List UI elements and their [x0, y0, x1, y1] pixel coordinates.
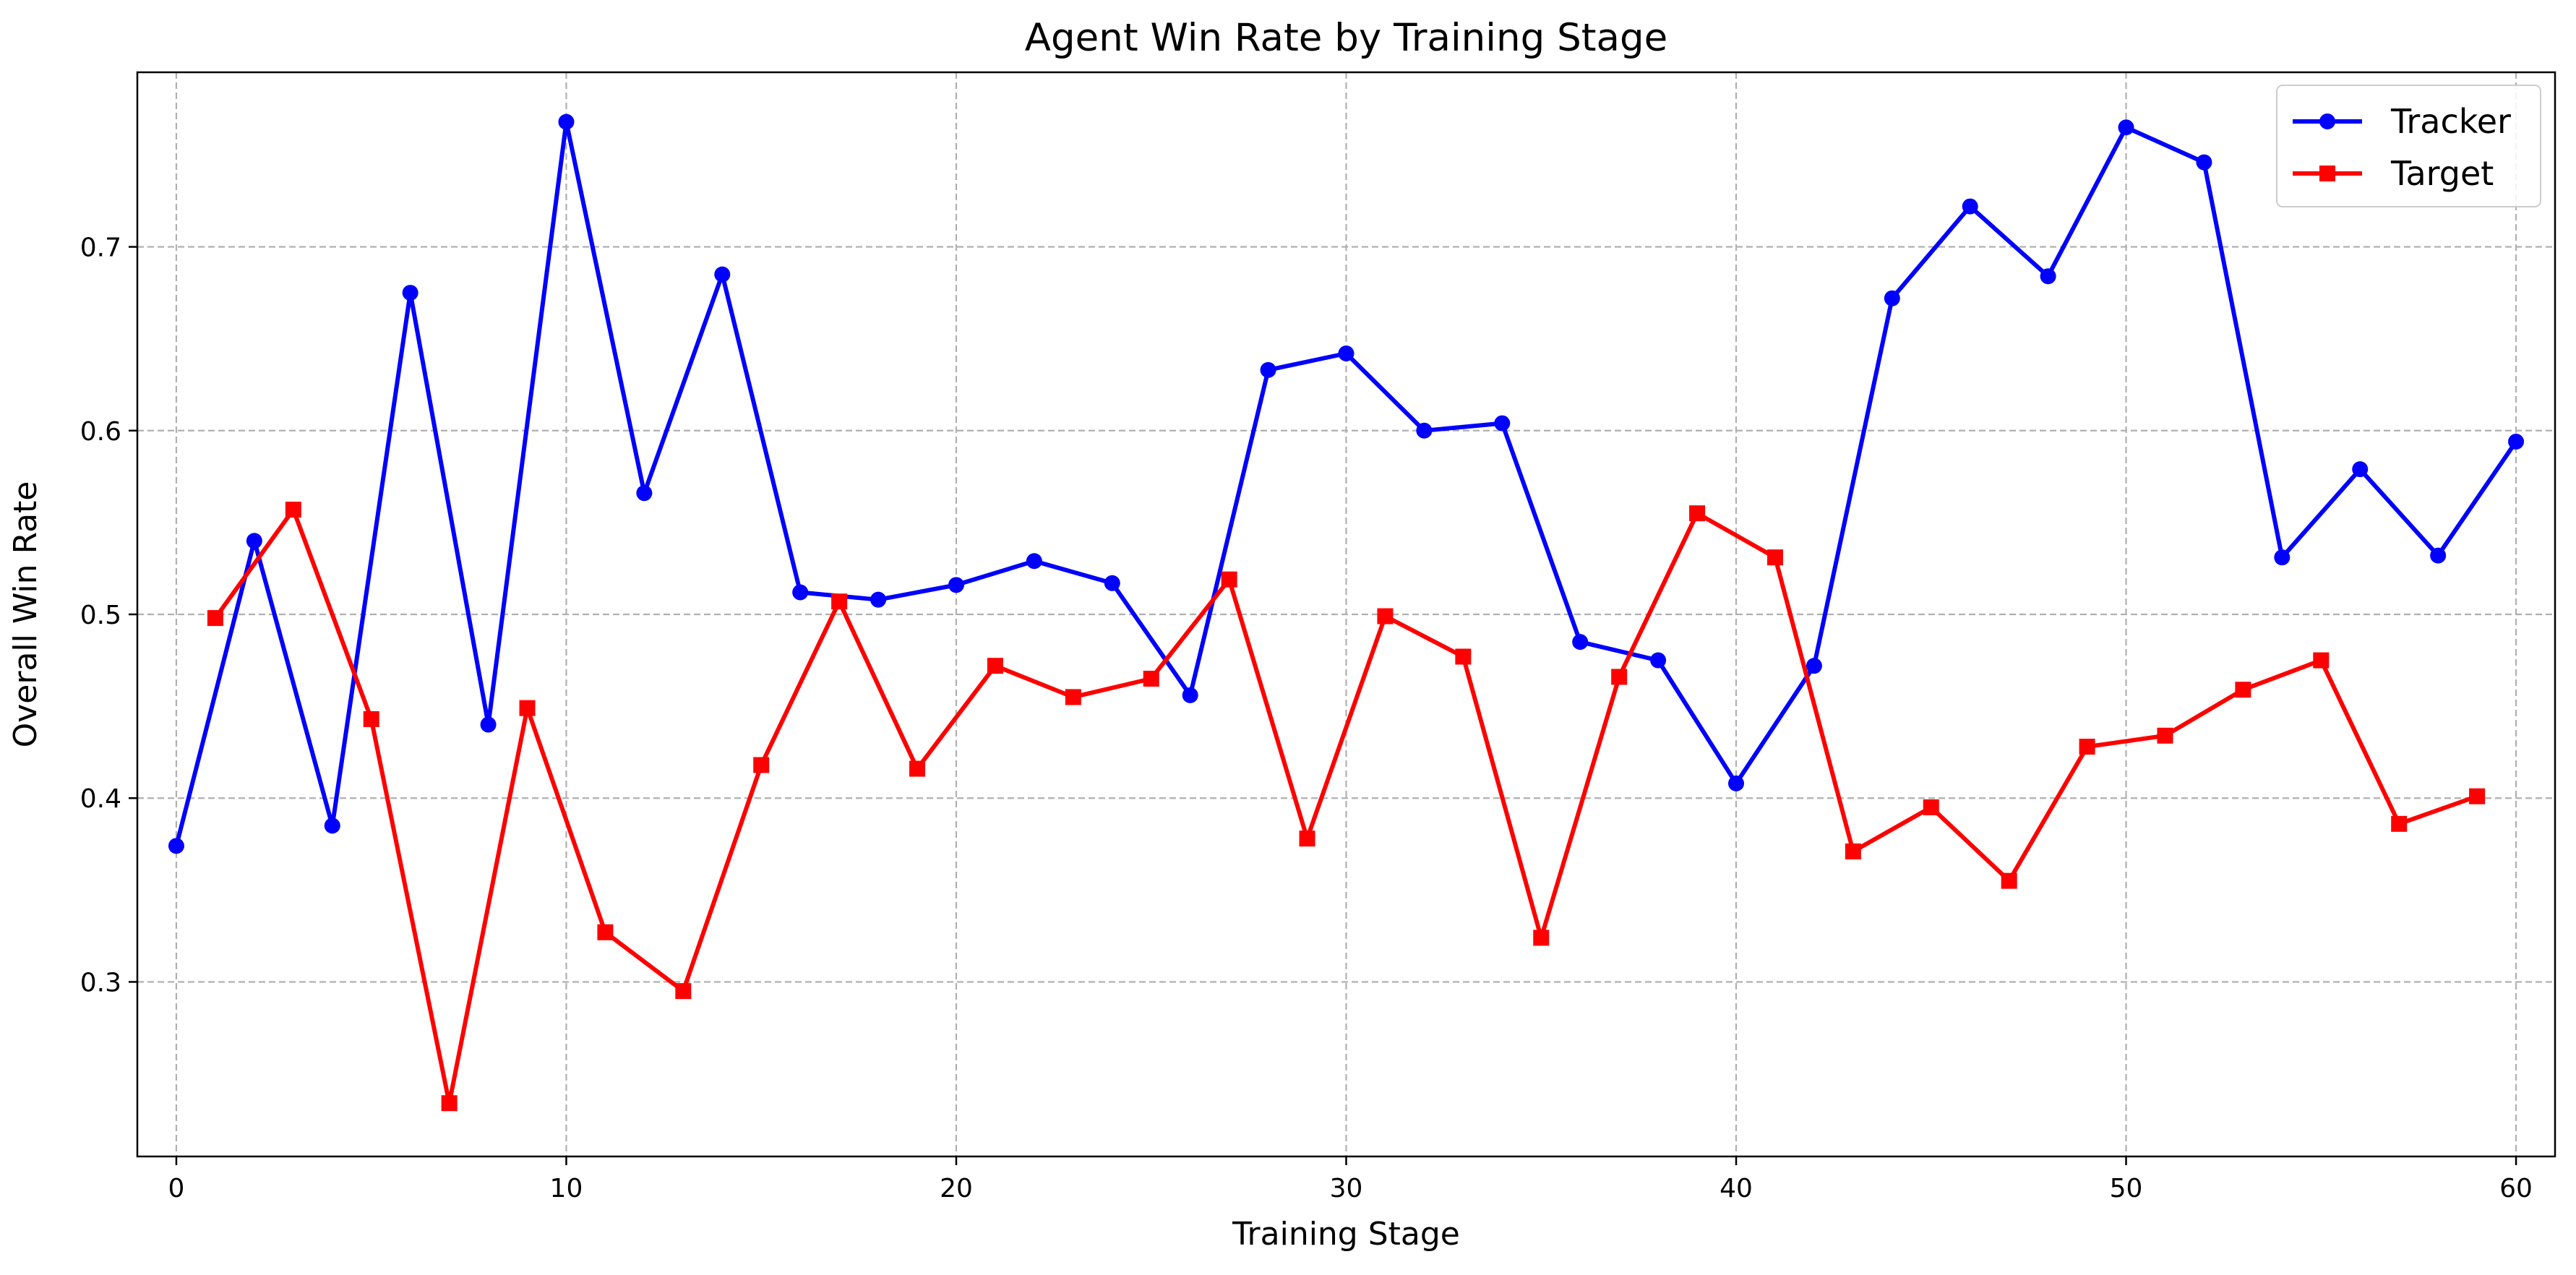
tracker-point — [2040, 268, 2056, 285]
tracker-point — [870, 591, 887, 608]
target-point — [831, 593, 848, 610]
x-tick-label: 50 — [2110, 1174, 2143, 1203]
target-point — [909, 760, 926, 777]
x-tick-label: 10 — [550, 1174, 583, 1203]
target-point — [1065, 689, 1081, 705]
tracker-point — [1104, 575, 1120, 591]
x-axis-label: Training Stage — [1232, 1216, 1460, 1253]
x-tick-label: 0 — [168, 1174, 184, 1203]
tracker-point — [168, 838, 184, 854]
tracker-point — [1650, 652, 1667, 669]
target-line — [212, 507, 2480, 1106]
tracker-point — [636, 485, 653, 502]
target-point — [285, 502, 301, 518]
tracker-point — [1572, 634, 1589, 651]
target-point — [2157, 727, 2173, 744]
x-tick-label: 20 — [940, 1174, 973, 1203]
tracker-point — [1728, 775, 1745, 791]
target-legend-marker — [2319, 166, 2335, 181]
tracker-point — [1338, 345, 1354, 361]
tracker-point — [246, 533, 262, 549]
target-point — [1766, 549, 1783, 566]
y-tick-label: 0.6 — [80, 417, 121, 447]
tracker-point — [1026, 553, 1042, 570]
tracker-series — [168, 113, 2525, 854]
target-point — [2391, 815, 2408, 832]
tracker-point — [1416, 422, 1433, 439]
tracker-point — [558, 113, 575, 130]
target-point — [519, 700, 536, 716]
target-point — [1845, 843, 1861, 859]
tracker-point — [324, 817, 340, 834]
x-tick-label: 40 — [1720, 1174, 1753, 1203]
tracker-point — [2118, 119, 2134, 136]
y-tick-label: 0.4 — [80, 784, 121, 814]
target-point — [1533, 930, 1550, 946]
target-point — [2469, 788, 2486, 804]
tracker-point — [2352, 461, 2369, 478]
target-point — [441, 1095, 458, 1112]
axis-ticks: 0 10 20 30 40 50 60 0.3 0.4 0.5 0.6 0.7 — [80, 233, 2533, 1203]
tracker-point — [2274, 549, 2291, 566]
tracker-point — [2430, 547, 2447, 564]
tracker-point — [402, 285, 418, 301]
y-axis-label: Overall Win Rate — [7, 481, 44, 748]
tracker-point — [1494, 415, 1511, 432]
target-point — [1689, 505, 1706, 522]
target-point — [753, 757, 770, 773]
y-tick-label: 0.3 — [80, 968, 121, 997]
target-point — [1377, 608, 1394, 624]
target-point — [1299, 830, 1315, 847]
target-point — [1455, 648, 1472, 665]
target-point — [597, 924, 614, 940]
target-point — [207, 610, 223, 627]
grid — [137, 72, 2555, 1156]
legend-box — [2276, 85, 2541, 207]
target-legend-label: Target — [2390, 154, 2494, 193]
y-tick-label: 0.5 — [80, 601, 121, 630]
series-group — [168, 113, 2525, 1112]
target-point — [1221, 571, 1237, 588]
tracker-point — [714, 266, 731, 283]
target-point — [2001, 872, 2017, 889]
tracker-point — [1806, 658, 1822, 674]
tracker-point — [2508, 434, 2525, 450]
tracker-point — [480, 716, 497, 733]
tracker-point — [1182, 687, 1198, 703]
tracker-point — [1884, 290, 1900, 306]
target-point — [2313, 652, 2330, 669]
target-point — [1611, 669, 1628, 685]
tracker-point — [792, 584, 809, 601]
tracker-legend-marker — [2319, 113, 2335, 129]
chart-title: Agent Win Rate by Training Stage — [1025, 16, 1667, 60]
target-point — [1923, 799, 1939, 815]
target-point — [363, 711, 379, 727]
target-point — [2079, 739, 2095, 755]
target-point — [987, 658, 1003, 674]
tracker-legend-label: Tracker — [2390, 102, 2511, 141]
target-point — [2235, 682, 2251, 698]
tracker-point — [1260, 361, 1276, 378]
target-point — [1143, 670, 1159, 687]
tracker-point — [2196, 154, 2212, 171]
target-series — [207, 502, 2486, 1112]
y-tick-label: 0.7 — [80, 233, 121, 263]
tracker-point — [948, 577, 964, 593]
tracker-point — [1962, 198, 1978, 215]
legend: Tracker Target — [2276, 85, 2541, 207]
target-point — [675, 983, 692, 1000]
x-tick-label: 60 — [2499, 1174, 2533, 1203]
x-tick-label: 30 — [1330, 1174, 1363, 1203]
